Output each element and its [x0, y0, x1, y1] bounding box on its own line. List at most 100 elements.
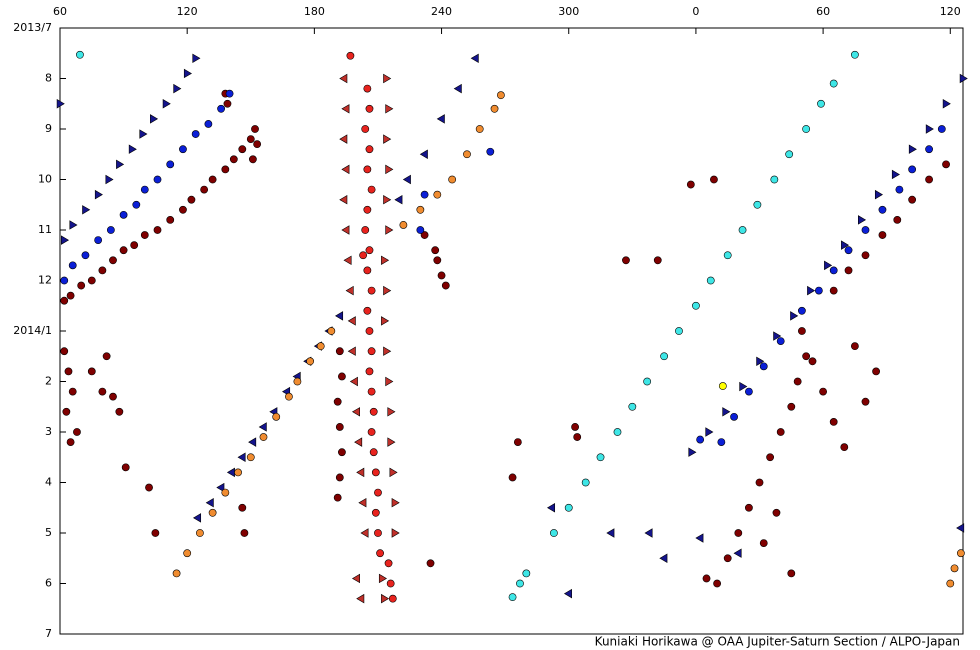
point — [829, 266, 838, 275]
point — [819, 387, 827, 396]
point — [388, 594, 397, 603]
point — [145, 483, 153, 492]
point — [102, 352, 111, 361]
point — [119, 210, 128, 219]
y-tick-label: 2014/1 — [13, 324, 52, 337]
point — [140, 231, 149, 239]
point — [516, 579, 524, 588]
point — [759, 539, 768, 547]
point — [183, 68, 192, 79]
point — [60, 235, 70, 245]
point — [87, 367, 96, 376]
point — [628, 402, 637, 411]
point — [66, 291, 75, 300]
point — [702, 574, 711, 583]
point — [341, 164, 350, 175]
point — [335, 347, 344, 356]
point — [686, 180, 695, 189]
point — [399, 221, 408, 229]
point — [453, 83, 462, 94]
point — [272, 412, 281, 421]
point — [349, 376, 358, 387]
point — [132, 200, 141, 209]
point — [798, 327, 806, 335]
point — [776, 428, 785, 436]
point — [335, 311, 344, 321]
point — [950, 564, 959, 573]
point — [745, 387, 753, 396]
point — [335, 423, 344, 431]
point — [787, 402, 796, 411]
point — [365, 367, 374, 376]
point — [734, 529, 743, 537]
point — [386, 579, 395, 588]
point — [798, 306, 806, 315]
point — [361, 125, 370, 133]
point — [69, 220, 78, 230]
point — [420, 231, 429, 239]
point — [448, 175, 457, 184]
point — [225, 89, 234, 98]
point — [98, 387, 107, 396]
point — [470, 53, 479, 64]
point — [192, 53, 201, 64]
point — [861, 251, 870, 260]
point — [895, 185, 904, 194]
point — [490, 104, 499, 113]
point — [316, 342, 325, 351]
point — [246, 135, 255, 143]
point — [56, 99, 65, 109]
point — [937, 125, 946, 133]
point — [497, 91, 505, 100]
point — [878, 205, 887, 214]
point — [179, 205, 187, 214]
point — [363, 266, 372, 275]
point — [115, 407, 124, 416]
point — [205, 497, 214, 508]
point — [513, 438, 522, 446]
point — [759, 362, 768, 371]
point — [874, 189, 884, 200]
point — [139, 129, 148, 139]
point — [463, 150, 471, 159]
point — [908, 144, 917, 154]
point — [383, 134, 392, 144]
point — [359, 251, 368, 260]
point — [433, 190, 442, 199]
point — [187, 195, 196, 204]
point — [387, 407, 396, 417]
point — [153, 226, 162, 234]
point — [251, 125, 259, 133]
point — [730, 412, 738, 421]
point — [861, 397, 870, 406]
point — [248, 437, 257, 447]
point — [394, 194, 403, 205]
point — [345, 285, 354, 296]
point — [705, 427, 714, 437]
point — [675, 327, 683, 335]
point — [365, 104, 374, 113]
point — [766, 453, 775, 462]
point — [381, 255, 390, 266]
point — [383, 346, 392, 356]
point — [381, 593, 390, 604]
point — [785, 150, 794, 159]
point — [363, 84, 372, 93]
point — [192, 513, 202, 523]
point — [925, 124, 934, 134]
point — [942, 99, 951, 109]
point — [753, 200, 762, 209]
point — [563, 588, 572, 599]
point — [659, 553, 668, 563]
point — [76, 50, 84, 59]
point — [248, 155, 257, 164]
point — [692, 301, 700, 310]
point — [814, 286, 823, 295]
point — [339, 194, 348, 205]
point — [436, 114, 445, 124]
point — [613, 428, 622, 436]
y-tick-label: 2013/7 — [13, 21, 52, 34]
point — [546, 503, 556, 513]
point — [234, 468, 242, 477]
point — [706, 276, 715, 285]
